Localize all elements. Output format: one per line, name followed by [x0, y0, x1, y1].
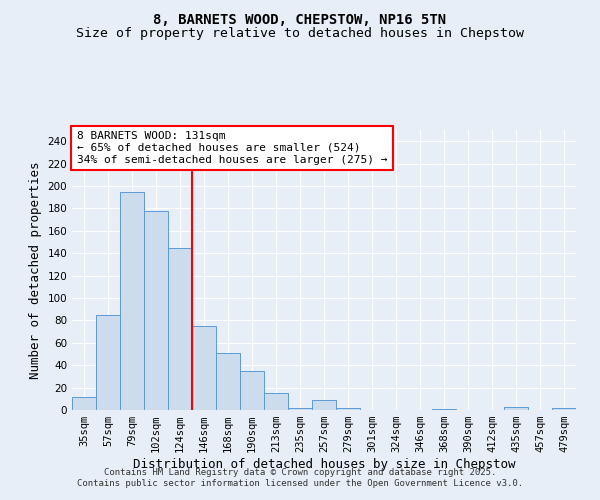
Bar — [96, 315, 120, 410]
Bar — [504, 406, 528, 410]
Bar — [312, 400, 336, 410]
Bar — [264, 393, 288, 410]
Y-axis label: Number of detached properties: Number of detached properties — [29, 161, 42, 379]
Bar — [168, 248, 192, 410]
Bar — [216, 353, 240, 410]
Bar — [72, 396, 96, 410]
Bar — [432, 409, 456, 410]
X-axis label: Distribution of detached houses by size in Chepstow: Distribution of detached houses by size … — [133, 458, 515, 471]
Text: Size of property relative to detached houses in Chepstow: Size of property relative to detached ho… — [76, 28, 524, 40]
Bar — [552, 408, 576, 410]
Text: Contains HM Land Registry data © Crown copyright and database right 2025.
Contai: Contains HM Land Registry data © Crown c… — [77, 468, 523, 487]
Bar — [144, 210, 168, 410]
Bar — [192, 326, 216, 410]
Bar — [240, 371, 264, 410]
Text: 8 BARNETS WOOD: 131sqm
← 65% of detached houses are smaller (524)
34% of semi-de: 8 BARNETS WOOD: 131sqm ← 65% of detached… — [77, 132, 388, 164]
Text: 8, BARNETS WOOD, CHEPSTOW, NP16 5TN: 8, BARNETS WOOD, CHEPSTOW, NP16 5TN — [154, 12, 446, 26]
Bar — [288, 408, 312, 410]
Bar — [120, 192, 144, 410]
Bar — [336, 408, 360, 410]
